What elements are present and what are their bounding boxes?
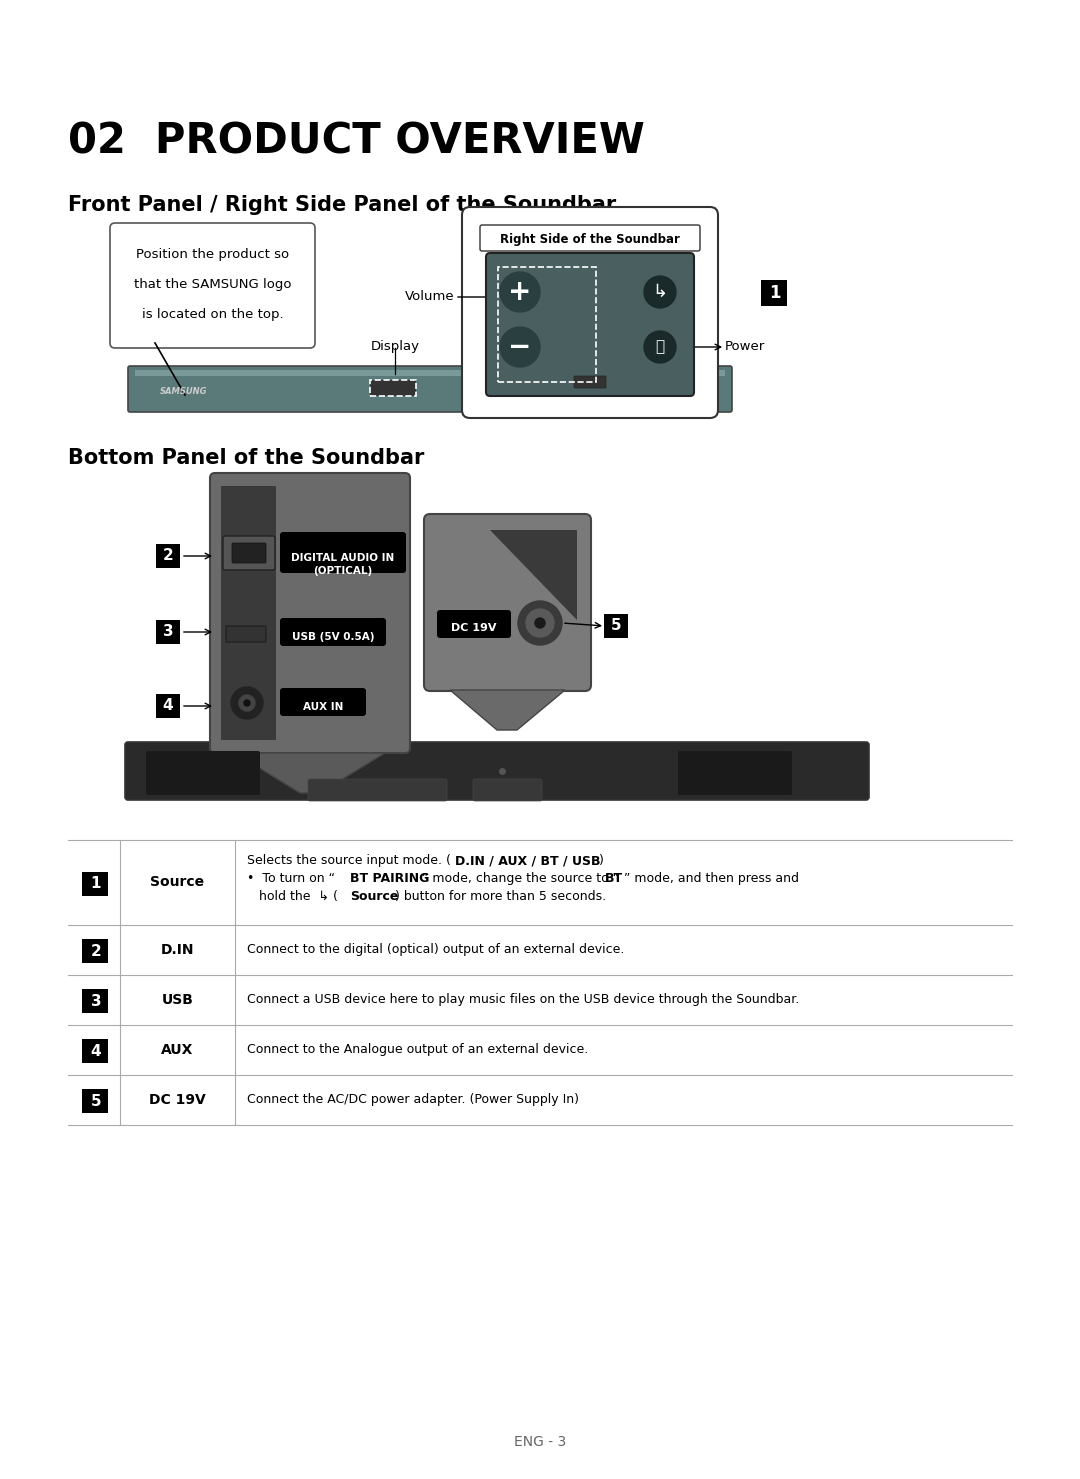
Text: DIGITAL AUDIO IN: DIGITAL AUDIO IN xyxy=(292,553,394,563)
FancyBboxPatch shape xyxy=(280,618,386,646)
Text: Position the product so: Position the product so xyxy=(136,248,289,260)
FancyBboxPatch shape xyxy=(486,253,694,396)
Circle shape xyxy=(526,609,554,637)
FancyBboxPatch shape xyxy=(156,694,180,717)
FancyBboxPatch shape xyxy=(82,1040,108,1063)
Text: ENG - 3: ENG - 3 xyxy=(514,1435,566,1449)
FancyBboxPatch shape xyxy=(82,989,108,1013)
Polygon shape xyxy=(235,753,384,793)
Text: 1: 1 xyxy=(91,876,102,890)
Bar xyxy=(135,370,725,376)
Text: Connect to the Analogue output of an external device.: Connect to the Analogue output of an ext… xyxy=(247,1044,589,1056)
Circle shape xyxy=(518,600,562,645)
Text: ↳: ↳ xyxy=(652,282,667,302)
Text: 4: 4 xyxy=(91,1044,102,1059)
Text: Right Side of the Soundbar: Right Side of the Soundbar xyxy=(500,234,680,246)
FancyBboxPatch shape xyxy=(462,207,718,419)
Text: USB (5V 0.5A): USB (5V 0.5A) xyxy=(292,632,375,642)
Circle shape xyxy=(644,277,676,308)
FancyBboxPatch shape xyxy=(226,626,266,642)
FancyBboxPatch shape xyxy=(222,535,275,569)
Text: Connect a USB device here to play music files on the USB device through the Soun: Connect a USB device here to play music … xyxy=(247,994,799,1007)
Text: BT: BT xyxy=(605,873,623,884)
Text: Front Panel / Right Side Panel of the Soundbar: Front Panel / Right Side Panel of the So… xyxy=(68,195,617,214)
Polygon shape xyxy=(450,691,565,731)
Text: Connect the AC/DC power adapter. (Power Supply In): Connect the AC/DC power adapter. (Power … xyxy=(247,1093,579,1106)
Text: Volume: Volume xyxy=(405,290,455,303)
Text: Source: Source xyxy=(150,876,204,889)
Text: D.IN / AUX / BT / USB: D.IN / AUX / BT / USB xyxy=(455,853,600,867)
Circle shape xyxy=(500,272,540,312)
Circle shape xyxy=(500,327,540,367)
Text: ” mode, change the source to “: ” mode, change the source to “ xyxy=(422,873,619,884)
FancyBboxPatch shape xyxy=(210,473,410,753)
FancyBboxPatch shape xyxy=(424,515,591,691)
FancyBboxPatch shape xyxy=(82,871,108,895)
Bar xyxy=(498,268,596,382)
Text: 1: 1 xyxy=(769,284,781,302)
Text: SAMSUNG: SAMSUNG xyxy=(160,386,207,395)
Text: 3: 3 xyxy=(163,624,173,639)
Text: 4: 4 xyxy=(163,698,173,713)
Text: USB: USB xyxy=(162,992,193,1007)
Text: DC 19V: DC 19V xyxy=(149,1093,206,1106)
FancyBboxPatch shape xyxy=(82,1089,108,1114)
Text: D.IN: D.IN xyxy=(161,944,194,957)
FancyBboxPatch shape xyxy=(280,688,366,716)
Circle shape xyxy=(535,618,545,629)
Text: Connect to the digital (optical) output of an external device.: Connect to the digital (optical) output … xyxy=(247,944,624,957)
Text: hold the  ↳ (: hold the ↳ ( xyxy=(259,890,338,904)
Circle shape xyxy=(244,700,249,705)
FancyBboxPatch shape xyxy=(437,609,511,637)
Bar xyxy=(370,380,416,396)
Text: −: − xyxy=(509,333,531,361)
Circle shape xyxy=(231,688,264,719)
FancyBboxPatch shape xyxy=(156,620,180,643)
Text: DC 19V: DC 19V xyxy=(451,623,497,633)
Text: (OPTICAL): (OPTICAL) xyxy=(313,566,373,575)
FancyBboxPatch shape xyxy=(146,751,260,796)
Text: Selects the source input mode. (: Selects the source input mode. ( xyxy=(247,853,450,867)
FancyBboxPatch shape xyxy=(678,751,792,796)
Circle shape xyxy=(239,695,255,711)
FancyBboxPatch shape xyxy=(308,779,447,802)
Text: BT PAIRING: BT PAIRING xyxy=(350,873,430,884)
FancyBboxPatch shape xyxy=(573,376,606,387)
FancyBboxPatch shape xyxy=(110,223,315,348)
Text: +: + xyxy=(509,278,531,306)
FancyBboxPatch shape xyxy=(480,225,700,251)
FancyBboxPatch shape xyxy=(232,543,266,563)
Circle shape xyxy=(644,331,676,362)
Text: •  To turn on “: • To turn on “ xyxy=(247,873,335,884)
FancyBboxPatch shape xyxy=(761,280,787,306)
Polygon shape xyxy=(490,529,577,620)
Text: Bottom Panel of the Soundbar: Bottom Panel of the Soundbar xyxy=(68,448,424,467)
Text: Power: Power xyxy=(725,340,766,353)
Text: AUX IN: AUX IN xyxy=(302,703,343,711)
FancyBboxPatch shape xyxy=(473,779,542,802)
FancyBboxPatch shape xyxy=(156,544,180,568)
Text: 5: 5 xyxy=(91,1093,102,1108)
Text: 2: 2 xyxy=(91,944,102,958)
Text: Source: Source xyxy=(350,890,399,904)
Text: ): ) xyxy=(599,853,604,867)
FancyBboxPatch shape xyxy=(604,614,627,637)
Text: 02  PRODUCT OVERVIEW: 02 PRODUCT OVERVIEW xyxy=(68,120,645,163)
Text: Display: Display xyxy=(370,340,419,353)
FancyBboxPatch shape xyxy=(82,939,108,963)
FancyBboxPatch shape xyxy=(125,742,869,800)
Text: AUX: AUX xyxy=(161,1043,193,1057)
Text: is located on the top.: is located on the top. xyxy=(141,308,283,321)
Text: 3: 3 xyxy=(91,994,102,1009)
Text: that the SAMSUNG logo: that the SAMSUNG logo xyxy=(134,278,292,291)
FancyBboxPatch shape xyxy=(280,532,406,572)
Text: ⏻: ⏻ xyxy=(656,340,664,355)
Text: 2: 2 xyxy=(163,549,174,563)
Text: ) button for more than 5 seconds.: ) button for more than 5 seconds. xyxy=(395,890,606,904)
Bar xyxy=(221,487,276,740)
Text: ” mode, and then press and: ” mode, and then press and xyxy=(624,873,799,884)
Text: 5: 5 xyxy=(610,618,621,633)
FancyBboxPatch shape xyxy=(129,365,732,413)
